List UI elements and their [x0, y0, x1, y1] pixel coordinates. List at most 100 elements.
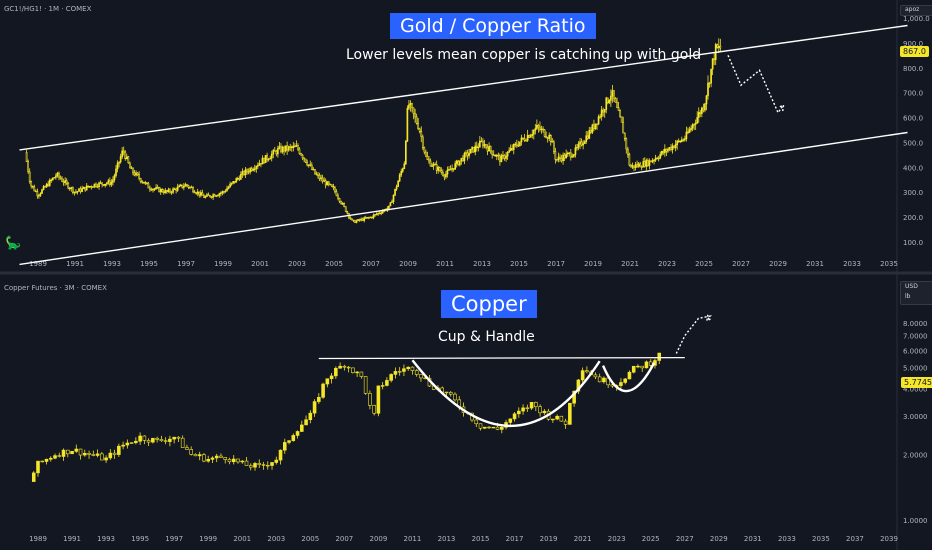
- candle-body: [406, 366, 410, 370]
- y-tick-label: 4.0000: [903, 386, 928, 394]
- candle-body: [224, 190, 227, 193]
- candle-body: [221, 191, 224, 194]
- candle-body: [90, 186, 93, 188]
- candle-body: [158, 187, 161, 193]
- candle-body: [326, 181, 329, 186]
- candle-body: [563, 154, 566, 159]
- candle-body: [346, 211, 349, 214]
- candle-body: [534, 128, 537, 131]
- candle-body: [274, 459, 279, 463]
- candle-body: [389, 202, 392, 207]
- candle-body: [108, 452, 113, 459]
- candle-body: [307, 164, 310, 166]
- candle-body: [651, 160, 654, 163]
- candle-body: [216, 195, 219, 197]
- candle-body: [41, 189, 43, 194]
- bottom-unit-label[interactable]: USD lb: [900, 281, 932, 305]
- candle-body: [169, 189, 171, 193]
- candle-body: [512, 413, 517, 420]
- candle-body: [443, 174, 446, 178]
- x-tick-label: 2005: [301, 535, 319, 543]
- candle-body: [622, 121, 625, 134]
- candle-body: [315, 173, 318, 176]
- candle-body: [705, 95, 708, 105]
- candle-body: [610, 95, 612, 101]
- candle-body: [463, 153, 466, 162]
- candle-body: [287, 146, 290, 151]
- candle-body: [608, 100, 611, 104]
- candle-body: [594, 123, 597, 130]
- top-scale-label[interactable]: apoz: [900, 5, 932, 16]
- candle-body: [525, 140, 527, 142]
- candle-body: [65, 180, 68, 184]
- candle-body: [710, 68, 712, 84]
- x-tick-label: 2031: [806, 260, 824, 268]
- candle-body: [503, 154, 506, 159]
- candle-body: [98, 182, 100, 187]
- candle-body: [426, 155, 429, 160]
- candle-body: [636, 164, 638, 167]
- candle-body: [631, 165, 634, 168]
- candle-body: [155, 187, 157, 190]
- candle-body: [75, 191, 77, 194]
- candle-body: [680, 139, 683, 142]
- candle-body: [442, 171, 444, 176]
- candle-body: [30, 181, 33, 187]
- candle-body: [227, 186, 230, 189]
- candle-body: [321, 177, 324, 182]
- y-tick-label: 800.0: [903, 65, 923, 73]
- x-tick-label: 1991: [63, 535, 81, 543]
- candle-body: [329, 375, 334, 380]
- candle-body: [261, 158, 264, 165]
- candle-body: [122, 150, 125, 153]
- candle-body: [176, 436, 181, 439]
- candle-body: [479, 140, 481, 148]
- candle-body: [364, 217, 367, 219]
- candle-body: [45, 183, 48, 188]
- x-tick-label: 2037: [846, 535, 864, 543]
- x-tick-label: 2023: [608, 535, 626, 543]
- candle-body: [444, 391, 449, 394]
- candle-body: [223, 191, 225, 193]
- candle-body: [244, 460, 249, 466]
- candle-body: [28, 171, 31, 182]
- candle-body: [175, 188, 177, 191]
- candle-body: [548, 134, 551, 139]
- candle-body: [303, 157, 305, 160]
- candle-body: [405, 140, 407, 165]
- candle-body: [178, 185, 181, 188]
- candle-body: [410, 366, 415, 371]
- candle-body: [304, 158, 307, 163]
- candle-body: [670, 147, 672, 151]
- candle-body: [227, 459, 232, 463]
- candle-body: [258, 163, 261, 166]
- candle-body: [517, 145, 520, 147]
- candle-body: [283, 146, 285, 152]
- candle-body: [230, 182, 233, 185]
- candle-body: [642, 161, 645, 168]
- candle-body: [625, 138, 628, 150]
- candle-body: [151, 437, 155, 443]
- candle-body: [246, 169, 248, 172]
- candle-body: [121, 150, 124, 158]
- candle-body: [168, 438, 172, 442]
- candle-body: [183, 186, 185, 188]
- candle-body: [163, 440, 168, 442]
- candle-body: [400, 171, 403, 176]
- candle-body: [665, 148, 668, 152]
- candle-body: [371, 216, 373, 219]
- x-tick-label: 2011: [436, 260, 454, 268]
- unit-measure: lb: [905, 293, 911, 300]
- candle-body: [429, 160, 432, 167]
- candle-body: [300, 153, 302, 156]
- candle-body: [166, 190, 168, 192]
- candle-body: [277, 148, 279, 155]
- x-tick-label: 1999: [199, 535, 217, 543]
- candle-body: [650, 160, 652, 163]
- candle-body: [57, 455, 62, 457]
- candle-body: [204, 196, 207, 198]
- candle-body: [684, 138, 686, 141]
- candle-body: [117, 445, 121, 455]
- candle-body: [431, 165, 433, 167]
- candle-body: [363, 217, 366, 221]
